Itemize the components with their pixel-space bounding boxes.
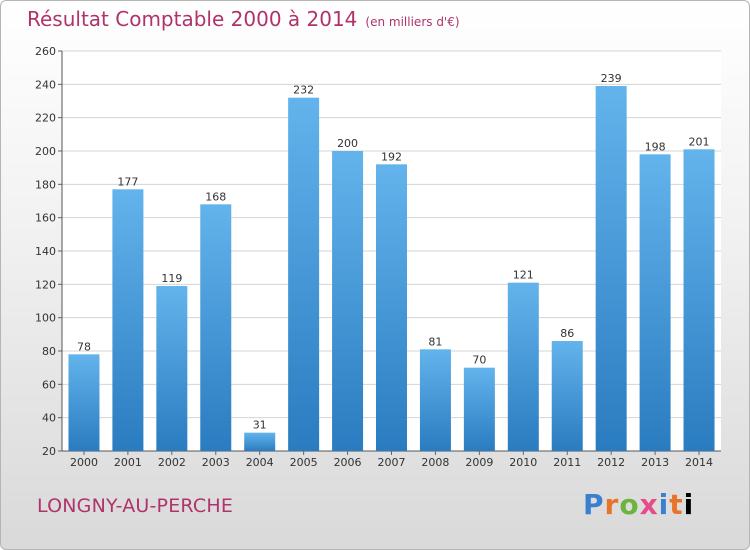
logo-letter: t [669,488,684,521]
logo-letter: i [658,488,670,521]
bar [332,151,364,451]
data-label: 31 [253,419,267,432]
bar [156,286,188,451]
bar [376,164,407,452]
data-label: 70 [472,354,486,367]
data-label: 201 [689,135,710,148]
data-label: 200 [337,137,358,150]
y-tick-label: 40 [42,412,56,425]
y-tick-label: 140 [35,245,56,258]
x-tick-label: 2014 [685,456,713,469]
y-tick-label: 100 [35,312,56,325]
bar [639,154,671,452]
x-tick-label: 2000 [70,456,98,469]
data-label: 119 [161,272,182,285]
x-tick-label: 2002 [158,456,186,469]
y-tick-label: 260 [35,45,56,58]
chart-unit: (en milliers d'€) [365,15,460,29]
bar [200,204,232,451]
data-label: 192 [381,150,402,163]
data-label: 121 [513,269,534,282]
bar [683,149,715,452]
logo-letter: r [604,488,620,521]
x-tick-label: 2007 [378,456,406,469]
bar [112,189,144,452]
y-tick-label: 200 [35,145,56,158]
y-tick-label: 220 [35,112,56,125]
y-tick-label: 160 [35,212,56,225]
y-tick-label: 60 [42,378,56,391]
x-tick-label: 2006 [334,456,362,469]
bar [419,349,451,451]
chart-title-text: Résultat Comptable 2000 à 2014 [27,7,358,31]
x-tick-label: 2013 [641,456,669,469]
x-tick-label: 2012 [597,456,625,469]
bar [244,432,276,451]
data-label: 168 [205,190,226,203]
town-name: LONGNY-AU-PERCHE [37,495,234,517]
x-tick-label: 2008 [421,456,449,469]
y-tick-label: 240 [35,78,56,91]
x-tick-label: 2005 [290,456,318,469]
data-label: 239 [601,72,622,85]
x-tick-label: 2009 [465,456,493,469]
x-tick-label: 2004 [246,456,274,469]
logo-letter: o [619,488,640,521]
proxiti-logo: Proxiti [583,488,694,521]
bar [288,97,320,452]
logo-letter: P [583,488,605,521]
y-tick-label: 80 [42,345,56,358]
y-tick-label: 20 [42,445,56,458]
data-label: 86 [560,327,574,340]
data-label: 78 [77,340,91,353]
y-tick-label: 120 [35,278,56,291]
x-tick-label: 2003 [202,456,230,469]
bar [68,354,100,451]
logo-letter: x [639,488,659,521]
bar [463,367,495,451]
y-tick-label: 180 [35,178,56,191]
x-tick-label: 2001 [114,456,142,469]
data-label: 232 [293,84,314,97]
x-tick-label: 2011 [553,456,581,469]
data-label: 81 [428,335,442,348]
x-tick-label: 2010 [509,456,537,469]
chart-title: Résultat Comptable 2000 à 2014 (en millie… [27,7,460,31]
bar [595,86,627,451]
bar [551,341,583,451]
logo-letter: i [683,488,695,521]
bar [507,282,539,451]
data-label: 177 [117,175,138,188]
data-label: 198 [645,140,666,153]
